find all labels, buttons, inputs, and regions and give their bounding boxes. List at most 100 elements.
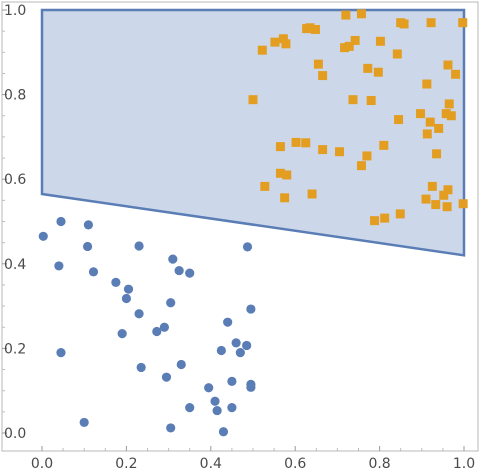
circle-point xyxy=(161,372,172,382)
square-point xyxy=(379,140,389,150)
points-layer xyxy=(38,9,468,437)
circle-point xyxy=(136,362,146,373)
circle-point xyxy=(227,376,237,386)
square-point xyxy=(441,109,451,119)
square-point xyxy=(439,190,449,200)
x-tick-label: 1.0 xyxy=(453,456,475,472)
circle-point xyxy=(168,254,178,264)
square-point xyxy=(422,79,432,89)
square-point xyxy=(248,95,258,105)
square-point xyxy=(260,181,270,191)
circle-point xyxy=(227,403,237,413)
square-point xyxy=(318,145,328,155)
square-point xyxy=(307,189,317,199)
square-point xyxy=(350,35,360,45)
y-tick-label: 0.4 xyxy=(4,257,26,273)
square-point xyxy=(443,185,453,195)
circle-point xyxy=(210,396,220,406)
square-point xyxy=(275,168,285,178)
circle-point xyxy=(212,405,222,416)
circle-point xyxy=(216,345,226,356)
square-point xyxy=(356,161,366,171)
y-tick-label: 1.0 xyxy=(4,3,26,19)
square-point xyxy=(282,170,292,180)
x-tick-label: 0.4 xyxy=(200,456,222,472)
circle-point xyxy=(121,293,131,304)
circle-point xyxy=(54,261,64,271)
square-point xyxy=(444,99,454,109)
circle-point xyxy=(38,231,48,241)
circle-point xyxy=(82,241,93,252)
square-point xyxy=(416,109,426,119)
circle-point xyxy=(218,427,229,437)
circle-point xyxy=(185,403,195,413)
circle-point xyxy=(56,348,66,358)
circle-point xyxy=(174,265,184,276)
circle-point xyxy=(79,417,89,428)
circle-point xyxy=(83,220,94,230)
square-point xyxy=(373,67,383,77)
square-point xyxy=(335,147,345,157)
square-point xyxy=(427,181,437,191)
square-point xyxy=(434,123,444,133)
x-tick-label: 0.0 xyxy=(31,456,53,472)
circle-point xyxy=(223,317,233,327)
square-point xyxy=(341,10,351,20)
circle-point xyxy=(134,241,144,251)
axes-box xyxy=(1,1,479,452)
y-tick-label: 0.0 xyxy=(4,426,26,442)
square-point xyxy=(442,202,452,212)
square-point xyxy=(443,60,453,70)
square-point xyxy=(305,23,315,33)
square-point xyxy=(426,18,436,28)
circle-point xyxy=(235,348,245,358)
circle-point xyxy=(176,359,186,370)
square-point xyxy=(280,193,290,203)
square-point xyxy=(425,117,435,127)
square-point xyxy=(281,39,291,49)
square-point xyxy=(356,9,366,19)
circle-point xyxy=(56,216,66,227)
x-tick-label: 0.2 xyxy=(115,456,137,472)
square-point xyxy=(432,149,442,159)
square-point xyxy=(318,71,328,81)
circle-point xyxy=(204,383,214,393)
circle-point xyxy=(246,304,256,314)
circle-point xyxy=(246,382,256,392)
square-point xyxy=(375,36,385,46)
circle-point xyxy=(166,298,176,308)
circle-point xyxy=(111,277,121,288)
square-point xyxy=(451,69,461,79)
square-point xyxy=(394,115,404,125)
tick-layer: 0.0 0.0 0.2 0.2 0.4 0.4 0.6 0.6 0.8 0.8 1.0 1.0 xyxy=(2,3,475,472)
y-tick-label: 0.8 xyxy=(4,88,26,104)
square-point xyxy=(458,18,468,28)
circle-point xyxy=(88,267,99,277)
square-point xyxy=(421,194,431,204)
square-point xyxy=(340,43,350,53)
y-tick-label: 0.2 xyxy=(4,341,26,357)
square-point xyxy=(310,24,320,34)
square-point xyxy=(392,49,402,59)
square-point xyxy=(348,95,358,105)
circle-point xyxy=(117,328,127,339)
square-point xyxy=(344,41,354,51)
plot-frame xyxy=(1,1,479,452)
x-tick-label: 0.6 xyxy=(284,456,306,472)
square-point xyxy=(396,18,406,28)
square-point xyxy=(278,34,288,44)
square-point xyxy=(301,138,311,148)
square-point xyxy=(380,213,390,223)
y-tick-label: 0.6 xyxy=(4,172,26,188)
circle-point xyxy=(242,340,252,351)
square-point xyxy=(395,209,405,219)
square-point xyxy=(291,137,301,147)
square-point xyxy=(458,199,468,209)
square-point xyxy=(366,96,376,106)
circle-point xyxy=(242,242,253,252)
circle-point xyxy=(231,338,241,348)
square-point xyxy=(270,37,280,47)
circle-point xyxy=(185,268,195,278)
square-point xyxy=(370,216,380,226)
